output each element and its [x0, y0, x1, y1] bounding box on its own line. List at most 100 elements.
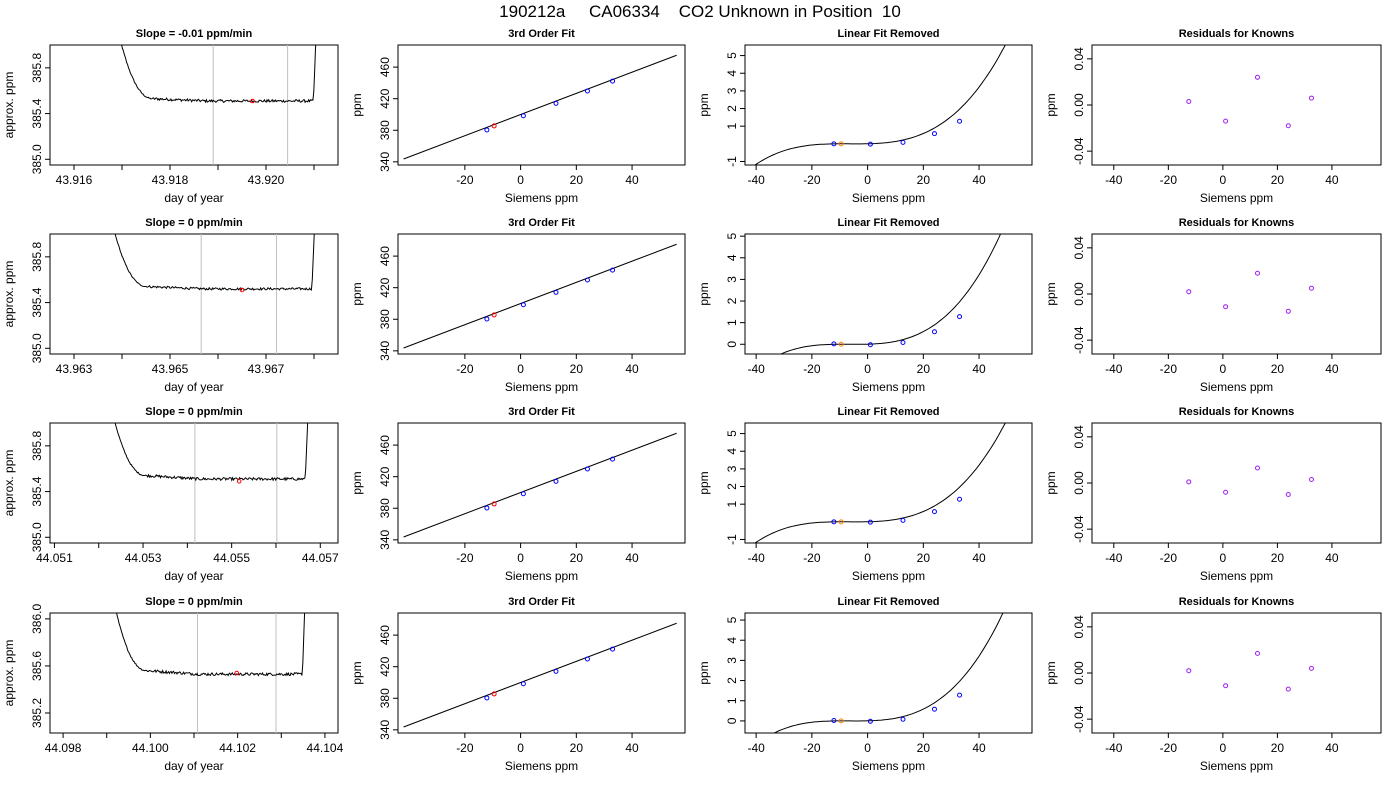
fit-line: [403, 622, 677, 728]
x-tick-label: -20: [456, 551, 474, 565]
y-tick-label: 1: [725, 501, 739, 508]
plot-title: Linear Fit Removed: [837, 28, 939, 40]
y-tick-label: 2: [725, 677, 739, 684]
residuals-panel: Residuals for Knowns Siemens ppm ppm -40 -20…: [1044, 406, 1382, 583]
residual-point: [1285, 308, 1291, 314]
y-tick-label: 0.00: [1072, 93, 1086, 117]
x-tick-label: 40: [972, 741, 986, 755]
y-axis-label: ppm: [350, 661, 364, 684]
x-tick-label: -40: [1105, 551, 1123, 565]
known-standard-point: [610, 456, 616, 462]
x-tick-label: 0: [517, 362, 524, 376]
y-tick-label: 3: [725, 87, 739, 94]
residual-point: [1223, 683, 1229, 689]
residual-point: [1308, 95, 1314, 101]
sample-point: [838, 718, 844, 724]
known-standard-point: [931, 509, 937, 515]
y-tick-label: 380: [378, 498, 392, 518]
known-standard-point: [867, 342, 873, 348]
x-tick-label: 40: [625, 362, 639, 376]
residual-point: [1308, 477, 1314, 483]
known-standard-point: [520, 302, 526, 308]
y-tick-label: 340: [378, 720, 392, 740]
x-tick-label: -20: [803, 741, 821, 755]
known-standard-point: [931, 131, 937, 137]
residual-point: [1186, 99, 1192, 105]
x-axis-label: day of year: [164, 191, 223, 205]
fit-line: [403, 243, 677, 349]
plot-title: Slope = 0 ppm/min: [145, 217, 243, 229]
known-standard-point: [584, 88, 590, 94]
x-axis-label: Siemens ppm: [852, 759, 925, 773]
y-axis-label: ppm: [350, 93, 364, 116]
known-standard-point: [867, 718, 873, 724]
x-tick-label: 0: [1220, 173, 1227, 187]
fit-line: [403, 54, 677, 160]
y-axis-label: ppm: [350, 471, 364, 494]
y-tick-label: 0: [725, 717, 739, 724]
known-standard-point: [900, 517, 906, 523]
x-tick-label: -40: [1105, 173, 1123, 187]
y-tick-label: 0.04: [1072, 615, 1086, 639]
x-tick-label: 44.098: [45, 741, 82, 755]
x-tick-label: 20: [1271, 741, 1285, 755]
known-standard-point: [610, 646, 616, 652]
trace-panel: Slope = -0.01 ppm/min day of year approx. …: [2, 28, 339, 205]
known-standard-point: [584, 466, 590, 472]
known-standard-point: [553, 478, 559, 484]
plot-title: Residuals for Knowns: [1179, 406, 1295, 418]
y-tick-label: 0.00: [1072, 282, 1086, 306]
plot-frame: [397, 612, 686, 734]
known-standard-point: [957, 118, 963, 124]
x-tick-label: -20: [1160, 551, 1178, 565]
y-tick-label: 460: [378, 246, 392, 266]
y-axis-label: approx. ppm: [2, 640, 16, 707]
known-standard-point: [553, 289, 559, 295]
x-axis-label: Siemens ppm: [505, 759, 578, 773]
trace-marker: [234, 670, 240, 676]
known-standard-point: [520, 681, 526, 687]
residual-curve: [754, 45, 1006, 165]
x-tick-label: -40: [747, 362, 765, 376]
plot-title: Slope = -0.01 ppm/min: [136, 28, 253, 40]
x-tick-label: 40: [1325, 173, 1339, 187]
plot-frame: [1091, 612, 1382, 734]
x-tick-label: 40: [972, 551, 986, 565]
x-tick-label: -40: [747, 173, 765, 187]
linear-removed-panel: Linear Fit Removed Siemens ppm ppm -40 -20 0 2…: [697, 596, 1033, 773]
y-tick-label: 1: [725, 697, 739, 704]
x-tick-label: 0: [864, 362, 871, 376]
known-standard-point: [484, 127, 490, 133]
residual-point: [1186, 289, 1192, 295]
plot-frame: [397, 422, 686, 544]
x-tick-label: -20: [803, 173, 821, 187]
plot-frame: [397, 44, 686, 166]
y-tick-label: 420: [378, 88, 392, 108]
x-tick-label: 44.102: [219, 741, 256, 755]
y-axis-label: approx. ppm: [2, 261, 16, 328]
y-tick-label: 385.8: [30, 431, 44, 461]
y-tick-label: 4: [725, 637, 739, 644]
plot-frame: [1091, 233, 1382, 355]
residual-point: [1285, 492, 1291, 498]
plot-title: 3rd Order Fit: [508, 217, 575, 229]
x-axis-label: Siemens ppm: [1200, 380, 1273, 394]
y-tick-label: 340: [378, 152, 392, 172]
y-tick-label: 420: [378, 656, 392, 676]
x-tick-label: 0: [1220, 741, 1227, 755]
known-standard-point: [484, 316, 490, 322]
y-tick-label: 340: [378, 341, 392, 361]
x-tick-label: 20: [570, 362, 584, 376]
plot-title: Slope = 0 ppm/min: [145, 596, 243, 608]
x-tick-label: 44.051: [36, 551, 73, 565]
x-tick-label: 20: [1271, 551, 1285, 565]
x-tick-label: 0: [517, 173, 524, 187]
x-axis-label: Siemens ppm: [505, 569, 578, 583]
residual-point: [1254, 650, 1260, 656]
plot-frame: [1091, 422, 1382, 544]
x-tick-label: 20: [570, 173, 584, 187]
x-tick-label: -40: [747, 551, 765, 565]
trace-panel: Slope = 0 ppm/min day of year approx. ppm 4…: [2, 596, 344, 773]
known-standard-point: [484, 505, 490, 511]
y-tick-label: 2: [725, 483, 739, 490]
